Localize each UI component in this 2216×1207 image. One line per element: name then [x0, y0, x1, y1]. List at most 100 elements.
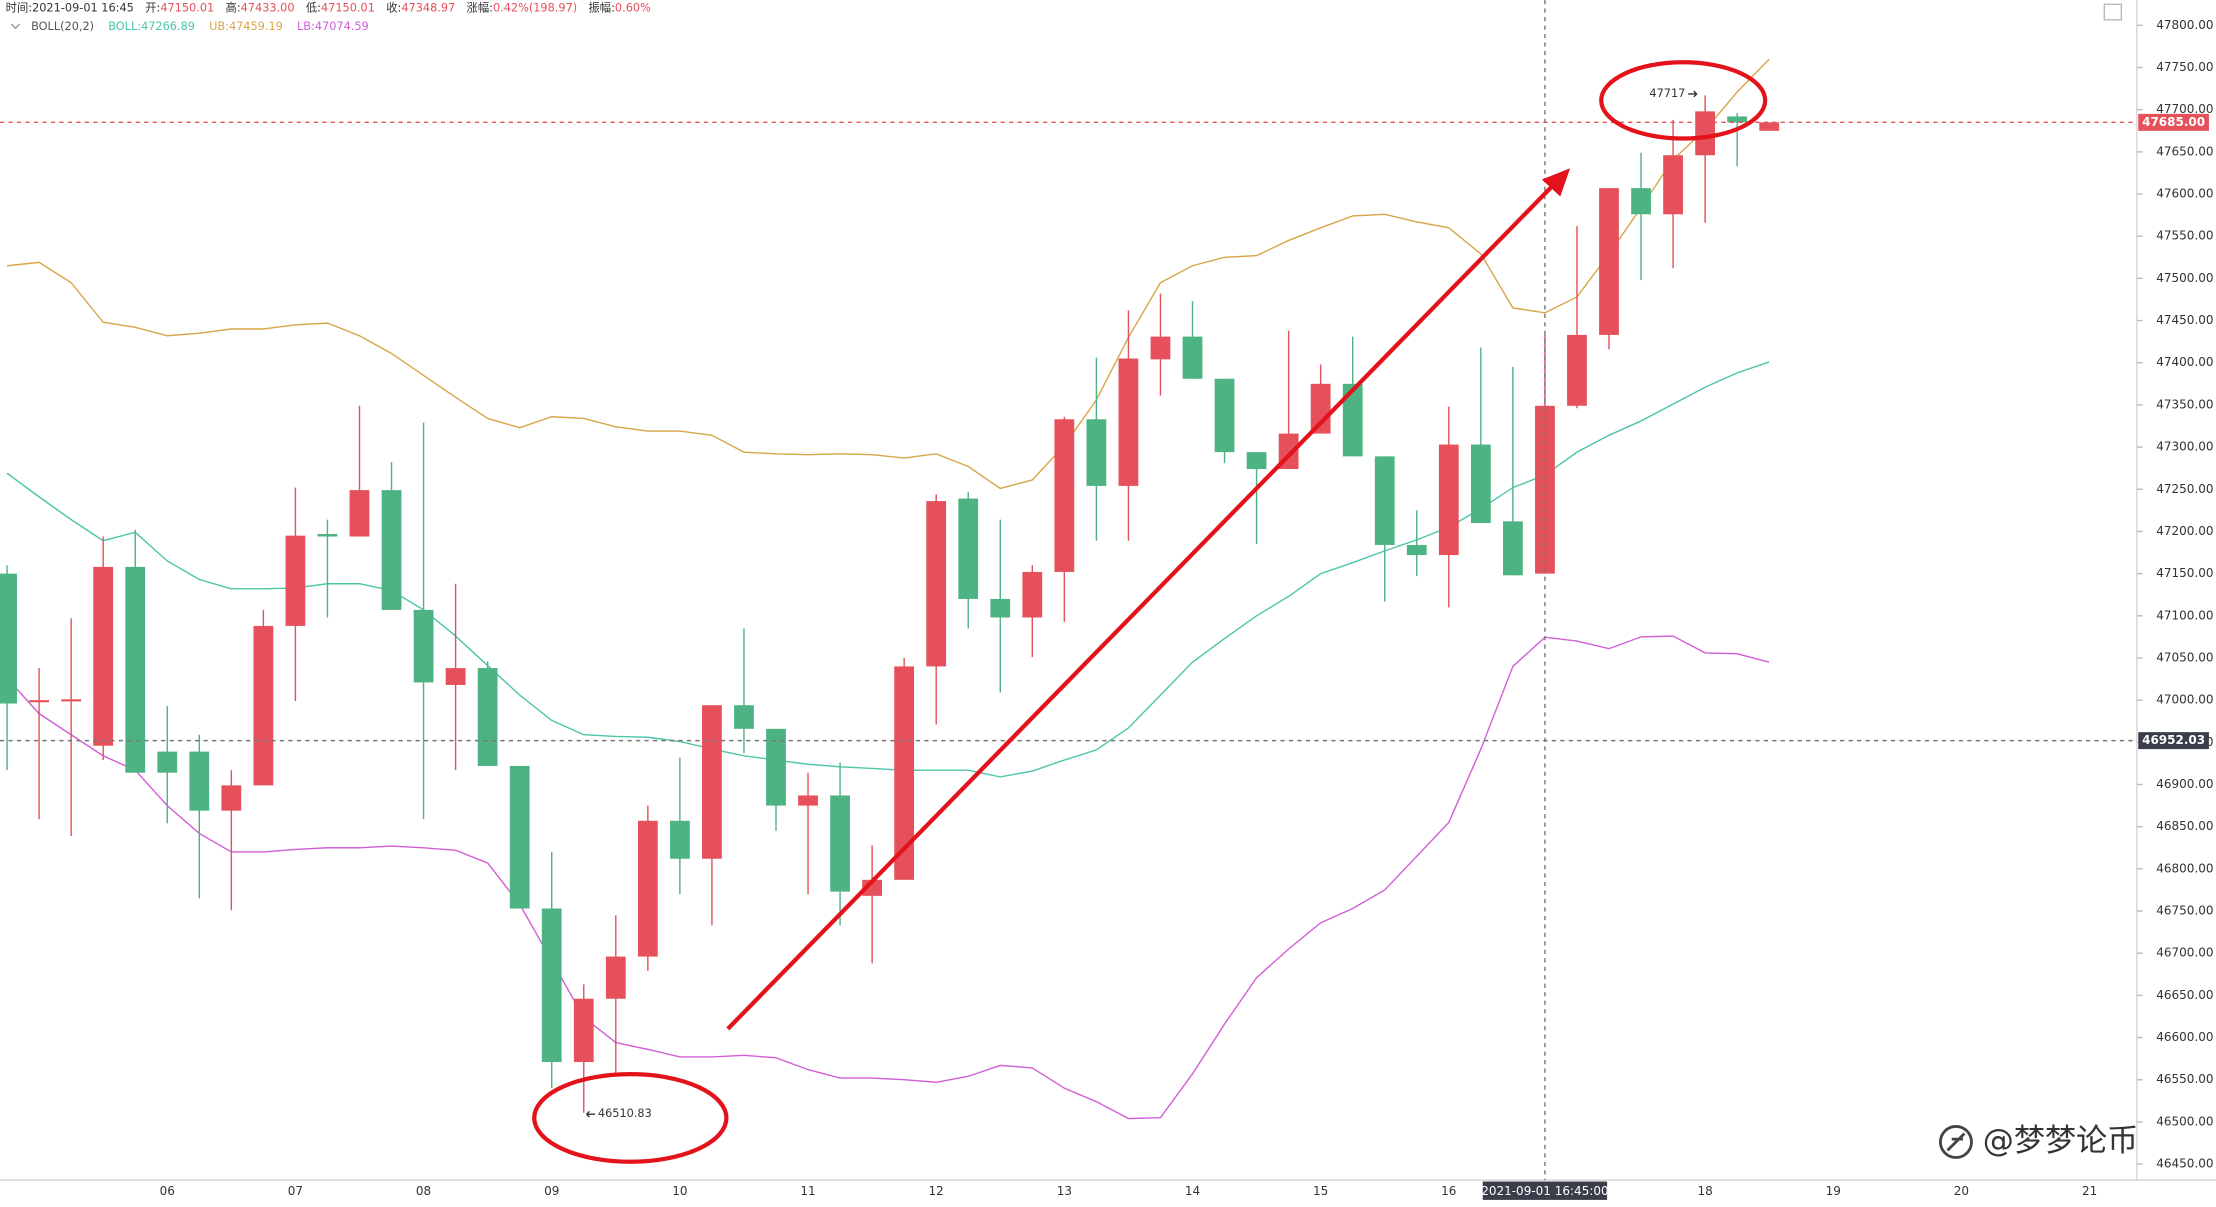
header-sep: : [317, 2, 321, 15]
header-row: 时间:2021-09-01 16:45 开:47150.01 高:47433.00 低… [6, 1, 651, 15]
header-value: 47150.01 [160, 2, 214, 15]
candle-body [0, 573, 17, 704]
y-tick-label: 46850.00 [2156, 819, 2213, 833]
candle-body [669, 820, 690, 859]
y-tick-label: 47700.00 [2156, 102, 2213, 116]
x-tick-label: 11 [800, 1184, 815, 1198]
highlight-ellipse [532, 1071, 729, 1164]
y-tick-label: 46650.00 [2156, 988, 2213, 1002]
y-tick-label: 47650.00 [2156, 144, 2213, 158]
boll-line [6, 58, 1770, 490]
header-value: 47150.01 [321, 2, 375, 15]
annotations: @梦梦论币 [532, 60, 2138, 1164]
candle-body [1759, 122, 1780, 131]
x-tick-label: 09 [544, 1184, 559, 1198]
header-value: 0.42%(198.97) [493, 2, 577, 15]
candle-body [1535, 405, 1555, 574]
candle-body [1599, 188, 1619, 335]
candle-body [1086, 419, 1107, 486]
candle-body [1310, 383, 1331, 434]
indicator-name: BOLL(20,2) [31, 20, 94, 33]
y-tick-label: 46750.00 [2156, 904, 2213, 918]
crosshair-x-tag [1482, 1181, 1608, 1200]
legend-collapse-icon [10, 23, 21, 30]
header-key: 低 [306, 2, 317, 15]
header-value: 2021-09-01 16:45 [32, 2, 134, 15]
header-key: 振幅 [589, 1, 612, 15]
candle-body [894, 666, 915, 880]
x-tick-label: 19 [1826, 1184, 1841, 1198]
trend-arrow [726, 182, 1557, 1031]
candle-body [93, 566, 114, 746]
candle-body [990, 598, 1011, 618]
y-tick-label: 46600.00 [2156, 1030, 2213, 1044]
y-tick-label: 46550.00 [2156, 1072, 2213, 1086]
y-tick-label: 46500.00 [2156, 1114, 2213, 1128]
header-key: 涨幅 [467, 2, 490, 15]
y-tick-label: 46700.00 [2156, 946, 2213, 960]
candle-body [1567, 334, 1587, 406]
x-tick-label: 08 [416, 1184, 431, 1198]
candle-body [29, 700, 49, 703]
y-tick-label: 47100.00 [2156, 608, 2213, 622]
low-label-arrow [586, 1110, 596, 1118]
y-tick-label: 47600.00 [2156, 187, 2213, 201]
y-tick-label: 47750.00 [2156, 60, 2213, 74]
candle-body [1246, 452, 1267, 470]
highlight-ellipse [1599, 60, 1768, 141]
legend-sep: : [311, 20, 315, 33]
candle-body [1214, 378, 1235, 453]
x-tick-label: 16 [1441, 1184, 1456, 1198]
y-tick-label: 47450.00 [2156, 313, 2213, 327]
candle-body [958, 498, 979, 599]
y-tick-label: 47400.00 [2156, 355, 2213, 369]
x-tick-label: 13 [1057, 1184, 1072, 1198]
candle-body [189, 751, 210, 811]
header-sep: : [157, 2, 161, 15]
candle-body [830, 795, 850, 892]
candle-body [637, 820, 658, 957]
x-tick-label: 15 [1313, 1184, 1328, 1198]
candle-body [1406, 544, 1427, 556]
x-tick-label: 06 [160, 1184, 175, 1198]
y-tick-label: 46900.00 [2156, 777, 2213, 791]
header-value: 47433.00 [241, 2, 295, 15]
boll-line [6, 635, 1770, 1120]
x-tick-label: 18 [1697, 1184, 1712, 1198]
x-tick-label: 10 [672, 1184, 687, 1198]
candle-body [445, 668, 466, 685]
y-tick-label: 47150.00 [2156, 566, 2213, 580]
header-sep: : [398, 2, 402, 15]
candle-body [766, 728, 786, 806]
candle-body [1470, 444, 1491, 524]
candle-body [221, 785, 242, 811]
legend-value: 47459.19 [229, 20, 283, 33]
low-label: 46510.83 [598, 1107, 652, 1120]
last-price-tag [2138, 113, 2209, 131]
x-tick-label: 21 [2082, 1184, 2097, 1198]
candle-body [285, 535, 306, 626]
x-tick-label: 14 [1185, 1184, 1200, 1198]
candle-body [1022, 571, 1043, 618]
watermark: @梦梦论币 [1983, 1123, 2138, 1159]
legend-name: BOLL [108, 20, 138, 33]
watermark-logo [1939, 1124, 1973, 1159]
legend-sep: : [137, 20, 141, 33]
y-tick-label: 47800.00 [2156, 18, 2213, 32]
legend-value: 47074.59 [315, 20, 369, 33]
y-tick-label: 47500.00 [2156, 271, 2213, 285]
settings-icon[interactable] [2103, 3, 2123, 21]
header-sep: : [611, 2, 615, 15]
candle-body [1438, 444, 1459, 556]
header-value: 47348.97 [401, 2, 455, 15]
candle-body [157, 751, 178, 773]
candle-body [1695, 111, 1716, 156]
header-sep: : [489, 2, 493, 15]
header-sep: : [237, 2, 241, 15]
candle-body [1727, 116, 1748, 123]
header-key: 收 [386, 1, 397, 15]
header-value: 0.60% [615, 2, 651, 15]
candle-body [1054, 419, 1075, 572]
